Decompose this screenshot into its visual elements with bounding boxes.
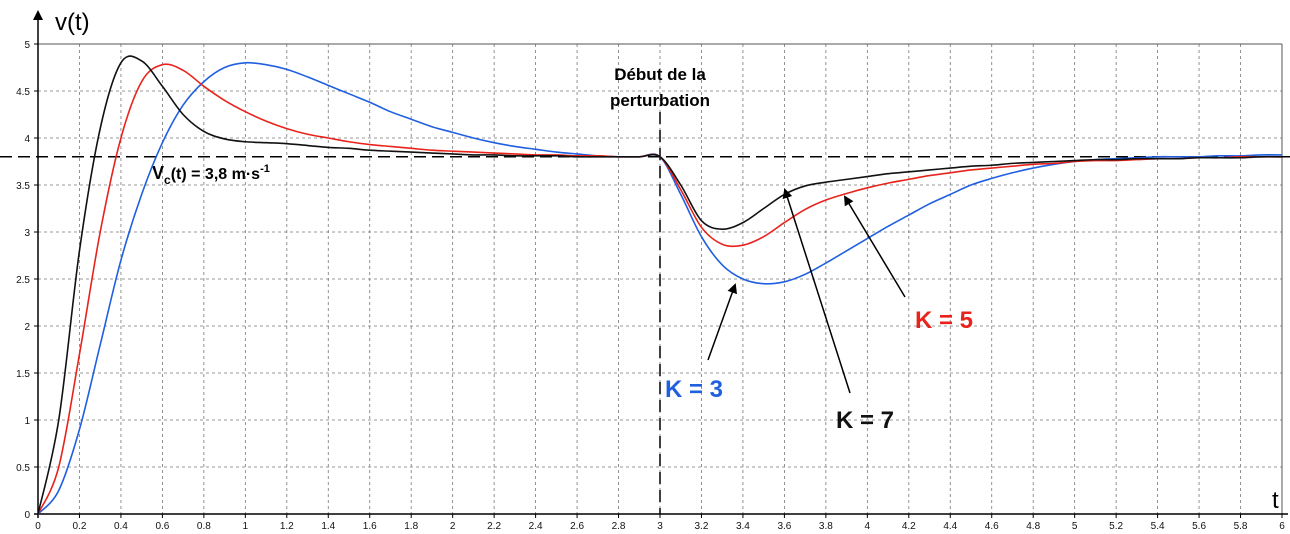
y-tick-label: 4.5 [16, 87, 30, 98]
x-tick-label: 0 [35, 521, 41, 532]
x-tick-label: 3.2 [695, 521, 709, 532]
y-tick-label: 5 [24, 40, 30, 51]
disturbance-label: perturbation [610, 91, 710, 110]
y-tick-label: 1.5 [16, 369, 30, 380]
series-line [37, 55, 1283, 515]
reference-label: Vc(t) = 3,8 m·s-1 [152, 163, 270, 187]
x-tick-label: 5 [1072, 521, 1078, 532]
label-main: V [152, 163, 164, 183]
x-tick-label: 1 [243, 521, 249, 532]
x-tick-label: 4.2 [902, 521, 916, 532]
x-tick-label: 3.6 [777, 521, 791, 532]
x-tick-label: 2 [450, 521, 456, 532]
x-tick-label: 0.6 [155, 521, 169, 532]
y-tick-label: 1 [24, 416, 30, 427]
x-tick-label: 3.8 [819, 521, 833, 532]
x-tick-label: 3.4 [736, 521, 750, 532]
label-sub: c [164, 173, 171, 187]
x-tick-label: 4.4 [943, 521, 957, 532]
x-tick-label: 2.6 [570, 521, 584, 532]
y-tick-label: 3.5 [16, 181, 30, 192]
x-tick-label: 5.2 [1109, 521, 1123, 532]
x-tick-label: 0.8 [197, 521, 211, 532]
series-label: K = 7 [836, 407, 894, 434]
x-tick-label: 4.8 [1026, 521, 1040, 532]
y-tick-label: 2 [24, 322, 30, 333]
x-tick-label: 5.4 [1151, 521, 1165, 532]
label-sup: -1 [260, 163, 270, 175]
x-tick-label: 4 [865, 521, 871, 532]
y-axis-label: v(t) [55, 9, 90, 36]
x-tick-label: 3 [657, 521, 663, 532]
x-axis-label: t [1272, 487, 1279, 514]
x-tick-label: 1.4 [321, 521, 335, 532]
y-tick-label: 0.5 [16, 463, 30, 474]
label-rest: (t) = 3,8 m·s [171, 166, 260, 183]
annotation-arrow [782, 188, 851, 394]
disturbance-label: Début de la [614, 65, 706, 84]
x-tick-label: 4.6 [985, 521, 999, 532]
x-tick-label: 1.2 [280, 521, 294, 532]
x-tick-label: 2.8 [612, 521, 626, 532]
x-tick-label: 0.4 [114, 521, 128, 532]
annotation-arrow [707, 283, 737, 361]
x-tick-label: 2.2 [487, 521, 501, 532]
x-tick-label: 6 [1279, 521, 1285, 532]
x-tick-label: 1.6 [363, 521, 377, 532]
x-tick-label: 5.8 [1234, 521, 1248, 532]
series-label: K = 3 [665, 376, 723, 403]
x-tick-label: 1.8 [404, 521, 418, 532]
series-label: K = 5 [915, 307, 973, 334]
y-tick-label: 3 [24, 228, 30, 239]
x-tick-label: 0.2 [73, 521, 87, 532]
y-tick-label: 4 [24, 134, 30, 145]
annotation-arrow [843, 195, 906, 298]
x-tick-label: 2.4 [529, 521, 543, 532]
y-tick-label: 2.5 [16, 275, 30, 286]
x-tick-label: 5.6 [1192, 521, 1206, 532]
y-tick-label: 0 [24, 510, 30, 521]
